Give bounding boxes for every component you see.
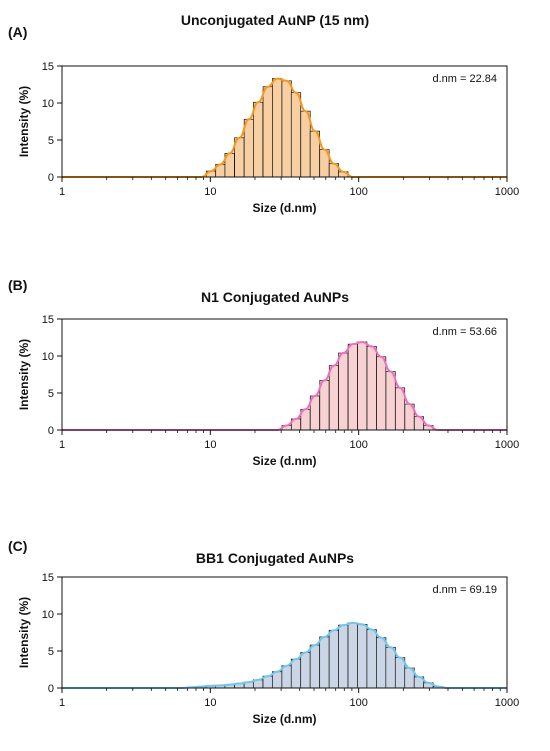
histogram-bar [347,343,358,431]
histogram-bar [300,110,311,178]
histogram-bar [347,622,358,689]
histogram-bar [253,101,264,178]
histogram-bar [290,92,302,178]
histogram-bar [385,646,396,689]
dnm-annotation: d.nm = 22.84 [432,73,497,85]
y-tick-label: 5 [48,388,54,400]
y-axis-title: Intensity (%) [17,597,31,668]
y-tick-label: 5 [48,135,54,147]
x-tick-label: 1000 [495,697,519,709]
x-tick-label: 100 [349,439,367,451]
histogram-bar [376,356,387,431]
y-tick-label: 0 [48,425,54,437]
histogram-bar [262,86,273,178]
fit-curve [61,621,507,689]
y-axis-title: Intensity (%) [17,339,31,410]
x-tick-label: 1 [59,697,65,709]
histogram-bar [366,629,377,689]
x-tick-label: 1000 [495,439,519,451]
histogram-bar [338,624,349,689]
histogram-bar [290,658,302,689]
histogram-bar [309,644,321,689]
x-tick-label: 10 [204,186,216,198]
y-tick-label: 10 [42,609,54,621]
y-axis-title: Intensity (%) [17,86,31,157]
y-tick-label: 15 [42,314,54,326]
histogram-bar [281,665,292,689]
x-tick-label: 10 [204,697,216,709]
dnm-annotation: d.nm = 53.66 [432,326,497,338]
histogram-bar [328,365,339,431]
histogram-bar [357,341,368,431]
x-tick-label: 10 [204,439,216,451]
x-tick-label: 1 [59,186,65,198]
histogram-bar [376,637,387,689]
y-tick-label: 10 [42,98,54,110]
histogram-bar [281,80,292,178]
histogram-bar [328,629,340,689]
fit-curve [61,340,507,432]
histogram-bar [300,652,311,689]
plot-frame [61,576,508,689]
histogram-bar [319,380,330,431]
chart-c: 0 5 10 15 1 10 100 1000 Size (d.nm) Intensity (%)… [17,572,519,726]
x-axis-title: Size (d.nm) [252,712,316,726]
chart-title-a: Unconjugated AuNP (15 nm) [180,12,370,28]
histogram-bar [338,352,349,431]
panel-label-a: (A) [8,24,28,40]
dnm-annotation: d.nm = 69.19 [432,584,497,596]
x-tick-label: 1 [59,439,65,451]
histogram-bar [243,118,254,178]
histogram-bar [319,636,330,689]
y-tick-label: 15 [42,572,54,584]
panel-label-b: (B) [8,277,28,293]
histogram-bar [366,346,377,431]
chart-title-b: N1 Conjugated AuNPs [200,289,350,305]
plot-frame [61,65,508,178]
chart-a: 0 5 10 15 1 10 100 1000 Size (d.nm) Intensity (%)… [17,61,519,215]
y-tick-label: 0 [48,172,54,184]
x-axis-title: Size (d.nm) [252,201,316,215]
chart-title-c: BB1 Conjugated AuNPs [195,550,355,566]
panel-label-c: (C) [8,538,28,554]
x-axis-title: Size (d.nm) [252,454,316,468]
fit-curve [61,77,507,179]
chart-b: 0 5 10 15 1 10 100 1000 Size (d.nm) Intensity (%)… [17,314,519,468]
plot-frame [61,318,508,431]
x-tick-label: 100 [349,697,367,709]
x-tick-label: 1000 [495,186,519,198]
y-tick-label: 0 [48,683,54,695]
y-tick-label: 5 [48,646,54,658]
histogram-bar [271,671,283,689]
y-tick-label: 15 [42,61,54,73]
x-tick-label: 100 [349,186,367,198]
histogram-bar [385,371,396,431]
y-tick-label: 10 [42,351,54,363]
histogram-bar [357,624,368,689]
histogram-bar [272,78,283,178]
